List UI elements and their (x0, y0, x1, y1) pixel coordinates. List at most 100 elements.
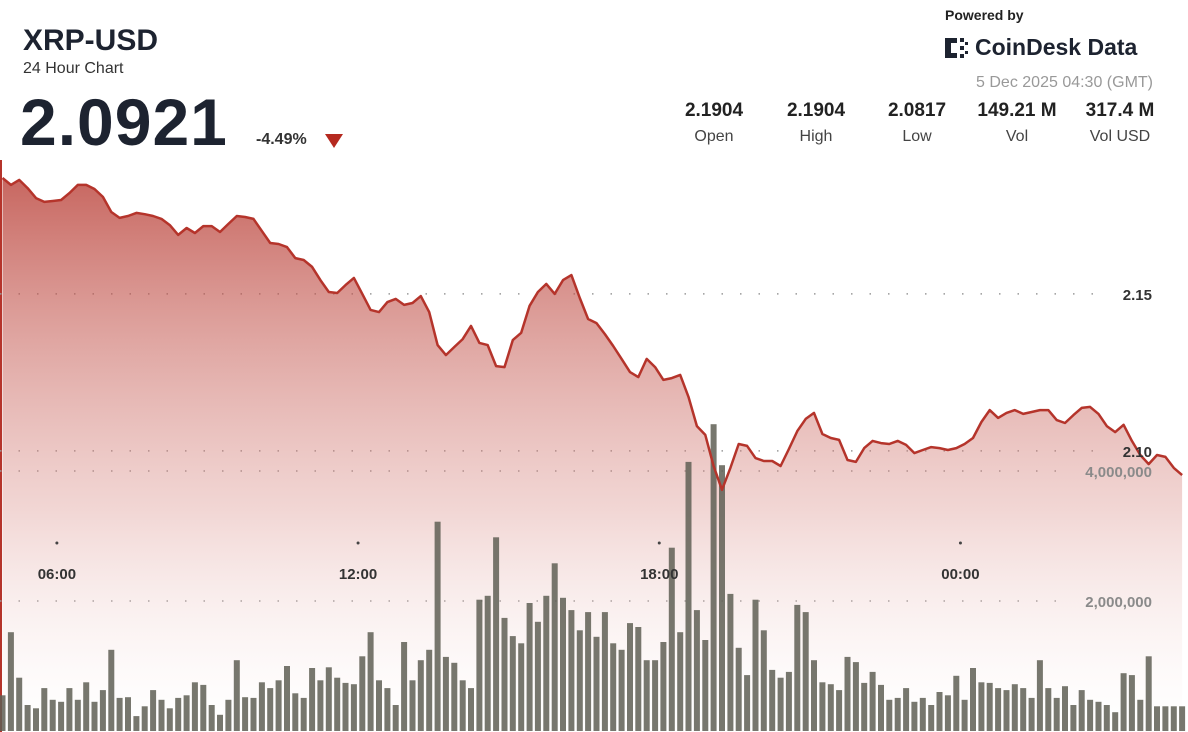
price-area (2, 178, 1183, 731)
volume-bar (1145, 656, 1152, 731)
volume-bar (258, 682, 265, 731)
volume-bar (376, 680, 382, 731)
volume-bar (350, 684, 357, 731)
volume-bar (116, 697, 123, 731)
volume-bar (334, 677, 341, 731)
brand: CoinDesk Data (975, 34, 1138, 60)
volume-bar (317, 680, 324, 731)
volume-bar (1028, 697, 1035, 731)
volume-bar (677, 632, 684, 731)
volume-bar (108, 649, 115, 731)
volume-bar (133, 716, 140, 731)
volume-bar (217, 714, 223, 731)
stat-label: High (799, 128, 833, 145)
stat-value: 149.21 M (977, 100, 1057, 121)
volume-bar (442, 656, 449, 731)
x-tick-label: 18:00 (640, 566, 678, 583)
volume-bar (903, 688, 910, 731)
x-tick-label: 06:00 (38, 566, 76, 583)
stat-label: Vol (1005, 128, 1029, 145)
volume-bar (426, 649, 433, 731)
volume-bar (267, 688, 274, 731)
symbol: XRP-USD (23, 24, 159, 57)
price: 2.0921 (20, 85, 228, 159)
volume-bar (284, 666, 290, 731)
volume-bar (1062, 686, 1068, 731)
volume-bar (16, 677, 23, 731)
volume-bar (1070, 705, 1077, 731)
volume-bar (811, 660, 817, 731)
volume-bar (928, 705, 935, 731)
volume-bar (551, 563, 558, 731)
volume-bar (1112, 712, 1119, 731)
volume-bar (401, 642, 408, 731)
volume-bar (24, 705, 31, 731)
volume-bar (292, 693, 299, 731)
volume-bar (777, 677, 784, 731)
down-arrow (325, 134, 343, 148)
volume-bar (200, 684, 207, 731)
volume-bar (509, 636, 516, 731)
volume-bar (141, 706, 148, 731)
volume-bar (852, 662, 859, 731)
y-tick-label: 2.15 (1123, 287, 1152, 304)
volume-bar (451, 662, 458, 731)
volume-bar (660, 642, 667, 731)
volume-bar (91, 701, 98, 731)
brand-logo: CoinDesk Data (943, 34, 1137, 61)
volume-bar (936, 692, 943, 731)
price-line (1, 177, 1183, 492)
volume-bar (886, 699, 893, 731)
volume-bar (208, 705, 215, 731)
volume-bar (158, 699, 165, 731)
volume-bar (526, 603, 533, 731)
volume-bar (484, 595, 491, 731)
volume-bar (752, 599, 759, 731)
stat: 2.1904 Open (664, 100, 764, 146)
stat: 317.4 M Vol USD (1070, 100, 1170, 146)
volume-bar (953, 675, 960, 731)
volume-bar (225, 699, 232, 731)
volume-bar (585, 612, 592, 731)
volume-bar (702, 640, 709, 731)
volume-bar (794, 604, 801, 731)
stat-value: 2.1904 (786, 100, 846, 121)
volume-bar (150, 690, 157, 731)
volume-bar (635, 627, 642, 731)
x-tick (356, 541, 360, 545)
volume-bar (802, 612, 809, 731)
volume-bar (74, 699, 81, 731)
volume-bar (601, 612, 608, 731)
x-tick (657, 541, 661, 545)
volume-bar (961, 699, 968, 731)
volume-bar (593, 636, 600, 731)
volume-bar (342, 682, 349, 731)
volume-bar (735, 647, 742, 731)
volume-bar (459, 680, 466, 731)
volume-bar (534, 621, 541, 731)
volume-bar (1128, 675, 1135, 731)
volume-bar (744, 675, 751, 731)
x-tick-label: 12:00 (339, 566, 377, 583)
volume-bar (309, 668, 316, 731)
volume-bar (409, 680, 416, 731)
logo-icon (945, 37, 968, 58)
volume-bar (1036, 660, 1043, 731)
volume-bar (1003, 690, 1010, 731)
volume-bar (560, 597, 566, 731)
x-tick (958, 541, 962, 545)
volume-bar (769, 669, 776, 731)
volume-bar (1095, 701, 1102, 731)
volume-bar (785, 671, 792, 731)
volume-bar (242, 697, 249, 731)
volume-bar (166, 708, 173, 731)
volume-bar (325, 667, 332, 731)
volume-bar (727, 593, 734, 731)
volume-bar (41, 688, 48, 731)
volume-bar (618, 649, 625, 731)
volume-bar (99, 690, 106, 731)
volume-bar (710, 424, 717, 731)
stat-value: 2.1904 (684, 100, 744, 121)
volume-bar (1154, 706, 1160, 731)
